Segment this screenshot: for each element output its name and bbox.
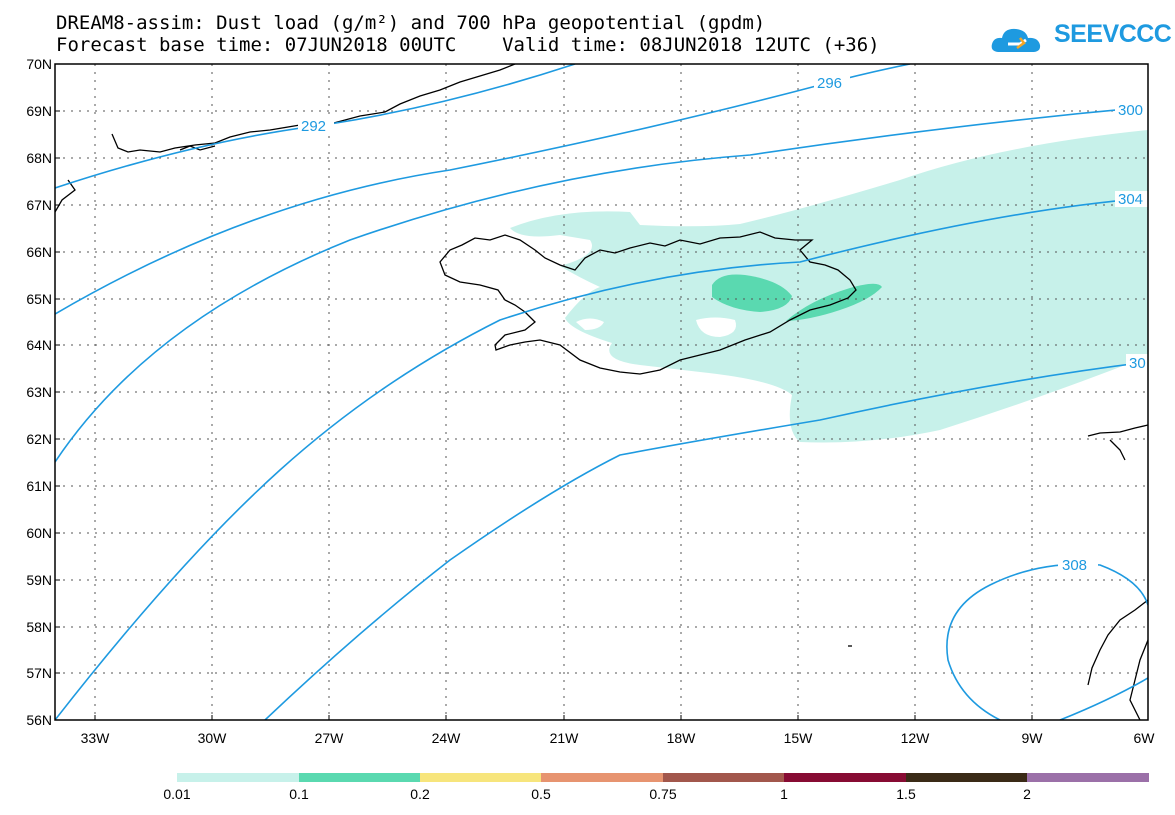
- lat-label: 66N: [26, 244, 52, 260]
- lat-label: 56N: [26, 712, 52, 728]
- lat-label: 62N: [26, 431, 52, 447]
- lon-label: 6W: [1133, 730, 1155, 746]
- colorbar-segment: [177, 773, 299, 782]
- map-title: DREAM8-assim: Dust load (g/m²) and 700 h…: [56, 12, 766, 34]
- contour-label-304: 304: [1118, 191, 1143, 208]
- colorbar-segment: [420, 773, 541, 782]
- lat-label: 65N: [26, 291, 52, 307]
- contour-label-308: 308: [1062, 557, 1087, 574]
- lat-label: 58N: [26, 619, 52, 635]
- lat-label: 67N: [26, 197, 52, 213]
- lon-label: 27W: [314, 730, 344, 746]
- colorbar-label: 1.5: [896, 786, 916, 802]
- lon-label: 24W: [431, 730, 461, 746]
- colorbar-segment: [1027, 773, 1149, 782]
- lat-label: 61N: [26, 478, 52, 494]
- norway-coast: [1087, 424, 1148, 720]
- dust-patch-mid: [712, 274, 792, 312]
- colorbar-label: 0.75: [649, 786, 677, 802]
- lon-label: 33W: [80, 730, 110, 746]
- contour-label-292: 292: [301, 118, 326, 135]
- colorbar-label: 0.2: [410, 786, 430, 802]
- contour-label-296: 296: [817, 75, 842, 92]
- lon-label: 21W: [549, 730, 579, 746]
- lat-label: 60N: [26, 525, 52, 541]
- lon-label: 12W: [900, 730, 930, 746]
- colorbar-label: 1: [780, 786, 788, 802]
- lon-label: 30W: [197, 730, 227, 746]
- lat-label: 63N: [26, 384, 52, 400]
- colorbar-label: 0.01: [163, 786, 191, 802]
- seevccc-cloud-logo-icon: [991, 28, 1041, 52]
- seevccc-logo-text: SEEVCCC: [1054, 20, 1172, 48]
- contour-308: [946, 563, 1148, 720]
- forecast-time-subtitle: Forecast base time: 07JUN2018 00UTC Vali…: [56, 34, 880, 56]
- lat-label: 64N: [26, 337, 52, 353]
- contour-304: [55, 197, 1148, 720]
- colorbar-segment: [541, 773, 663, 782]
- lat-label: 69N: [26, 103, 52, 119]
- colorbar-segment: [784, 773, 906, 782]
- contour-306: [264, 361, 1148, 720]
- colorbar-segment: [663, 773, 784, 782]
- colorbar-segment: [299, 773, 420, 782]
- colorbar-label: 0.5: [531, 786, 551, 802]
- contour-label-30: 30: [1129, 355, 1146, 372]
- lat-label: 57N: [26, 665, 52, 681]
- lon-label: 9W: [1021, 730, 1043, 746]
- lat-label: 70N: [26, 56, 52, 72]
- dust-patch-mid-east: [786, 283, 882, 321]
- colorbar-label: 0.1: [289, 786, 309, 802]
- dust-plume-light: [510, 130, 1148, 443]
- iceland-coast: [439, 231, 857, 375]
- contour-300: [55, 106, 1148, 463]
- lon-label: 18W: [666, 730, 696, 746]
- colorbar-label: 2: [1023, 786, 1031, 802]
- lat-label: 59N: [26, 572, 52, 588]
- lon-label: 15W: [783, 730, 813, 746]
- colorbar-segment: [906, 773, 1027, 782]
- contour-label-300: 300: [1118, 102, 1143, 119]
- lat-label: 68N: [26, 150, 52, 166]
